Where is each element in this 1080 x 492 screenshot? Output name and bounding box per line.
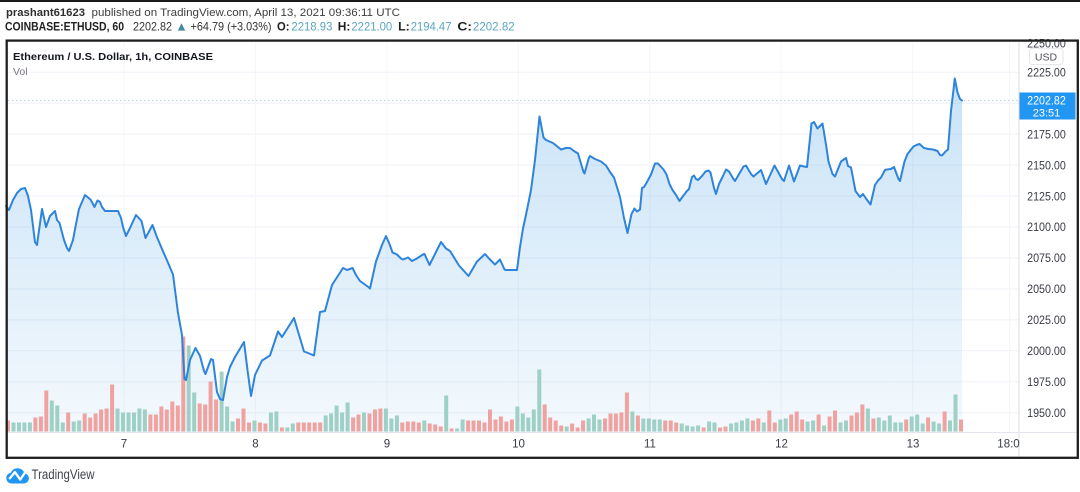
svg-text:18:0: 18:0 <box>997 439 1019 451</box>
svg-text:2175.00: 2175.00 <box>1027 129 1066 141</box>
svg-text:L:: L: <box>398 19 410 33</box>
svg-text:Vol: Vol <box>13 66 28 78</box>
svg-text:TradingView: TradingView <box>32 467 95 482</box>
svg-text:12: 12 <box>775 439 788 451</box>
svg-text:7: 7 <box>121 439 127 451</box>
svg-text:2225.00: 2225.00 <box>1027 67 1066 79</box>
svg-text:2000.00: 2000.00 <box>1027 346 1066 358</box>
svg-text:Ethereum / U.S. Dollar, 1h, CO: Ethereum / U.S. Dollar, 1h, COINBASE <box>13 51 213 63</box>
svg-text:10: 10 <box>512 439 525 451</box>
svg-text:2150.00: 2150.00 <box>1027 160 1066 172</box>
svg-text:23:51: 23:51 <box>1033 108 1061 120</box>
svg-text:2100.00: 2100.00 <box>1027 222 1066 234</box>
svg-text:11: 11 <box>644 439 656 451</box>
svg-text:2202.82: 2202.82 <box>473 19 515 33</box>
svg-text:USD: USD <box>1035 51 1058 63</box>
svg-text:2125.00: 2125.00 <box>1027 191 1066 203</box>
svg-text:O:: O: <box>277 19 290 33</box>
svg-text:H:: H: <box>338 19 351 33</box>
svg-text:9: 9 <box>384 439 390 451</box>
svg-text:prashant61623: prashant61623 <box>6 7 85 19</box>
svg-text:C:: C: <box>457 19 472 33</box>
svg-text:COINBASE:ETHUSD, 60: COINBASE:ETHUSD, 60 <box>5 19 124 33</box>
svg-text:2075.00: 2075.00 <box>1027 253 1066 265</box>
svg-text:2221.00: 2221.00 <box>351 19 392 33</box>
svg-text:2194.47: 2194.47 <box>411 19 452 33</box>
svg-text:published on TradingView.com,: published on TradingView.com, April 13, … <box>92 7 401 19</box>
svg-text:2025.00: 2025.00 <box>1027 315 1066 327</box>
svg-text:13: 13 <box>907 439 920 451</box>
svg-text:+64.79 (+3.03%): +64.79 (+3.03%) <box>191 19 272 33</box>
svg-text:1950.00: 1950.00 <box>1027 408 1066 420</box>
svg-text:2202.82: 2202.82 <box>1027 95 1066 107</box>
svg-text:1975.00: 1975.00 <box>1027 377 1066 389</box>
svg-text:8: 8 <box>252 439 258 451</box>
svg-text:2202.82: 2202.82 <box>133 19 172 33</box>
svg-text:2218.93: 2218.93 <box>291 19 332 33</box>
svg-text:2050.00: 2050.00 <box>1027 284 1066 296</box>
